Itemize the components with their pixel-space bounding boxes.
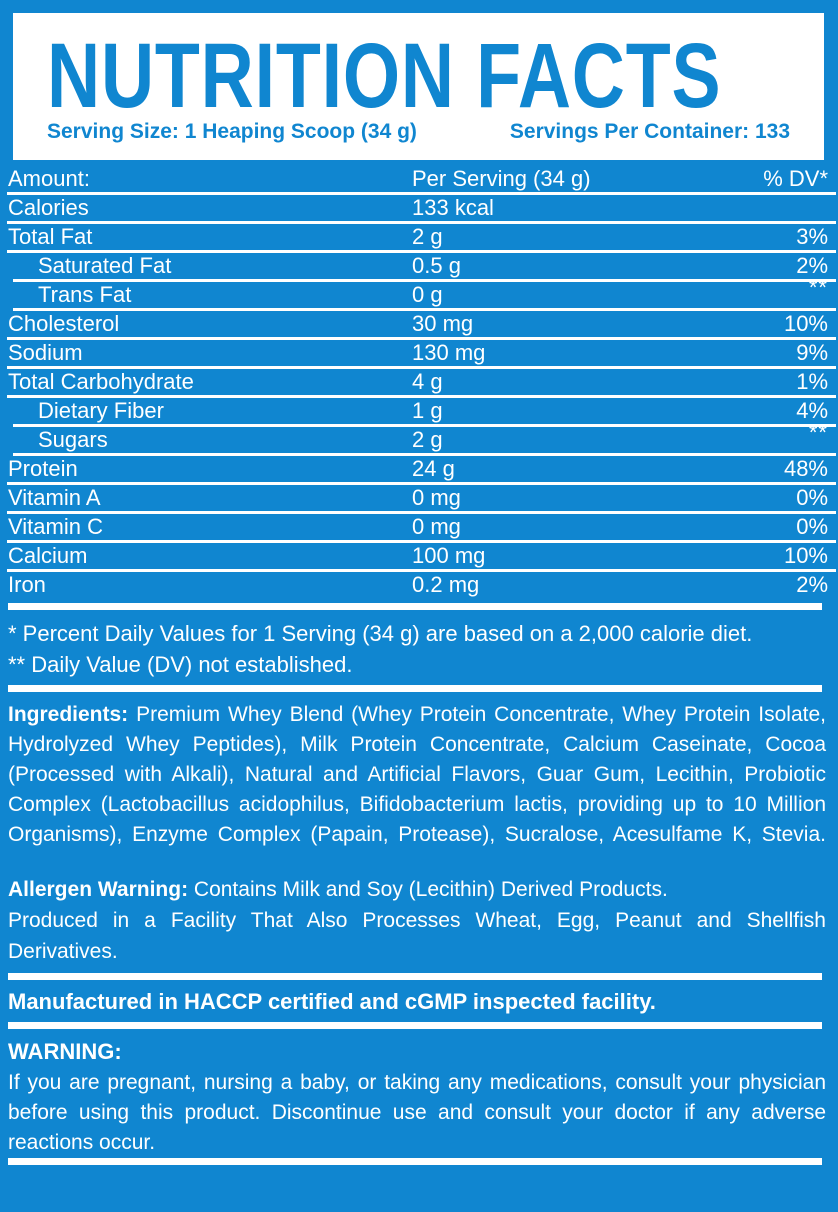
table-row: Sugars 2 g ** — [0, 420, 838, 453]
nutrient-label: Cholesterol — [8, 311, 120, 336]
serving-size-text: Serving Size: 1 Heaping Scoop (34 g) — [47, 120, 417, 144]
serving-info-row: Serving Size: 1 Heaping Scoop (34 g) Ser… — [47, 120, 790, 144]
nutrient-label: Vitamin A — [8, 485, 101, 510]
nutrient-label: Sodium — [8, 340, 83, 365]
nutrient-amount: 130 mg — [412, 340, 486, 365]
warning-label: WARNING: — [8, 1039, 122, 1064]
nutrient-label: Total Carbohydrate — [8, 369, 194, 394]
row-divider — [13, 453, 836, 456]
footnote-daily-values: * Percent Daily Values for 1 Serving (34… — [8, 621, 753, 646]
allergen-warning-text: Contains Milk and Soy (Lecithin) Derived… — [193, 878, 668, 901]
divider-after-footnotes — [8, 685, 822, 692]
table-row: Total Fat 2 g 3% — [0, 224, 838, 250]
row-divider — [7, 511, 836, 514]
nutrient-daily-value: % DV* — [763, 166, 828, 191]
divider-bottom — [8, 1158, 822, 1165]
nutrient-amount: 30 mg — [412, 311, 474, 336]
table-row: Cholesterol 30 mg 10% — [0, 311, 838, 337]
table-row: Vitamin A 0 mg 0% — [0, 485, 838, 511]
nutrient-daily-value: 3% — [796, 224, 828, 249]
nutrient-amount: 0 g — [412, 282, 443, 307]
nutrient-daily-value: 1% — [796, 369, 828, 394]
row-divider — [13, 308, 836, 311]
row-divider — [7, 337, 836, 340]
nutrient-daily-value: 10% — [783, 311, 828, 336]
ingredients-paragraph: Ingredients: Premium Whey Blend (Whey Pr… — [8, 700, 826, 850]
nutrient-label: Dietary Fiber — [38, 398, 164, 423]
nutrient-daily-value: 2% — [796, 572, 828, 597]
row-divider — [7, 395, 836, 398]
nutrient-daily-value: 4% — [796, 398, 828, 423]
nutrient-label: Iron — [8, 572, 46, 597]
nutrient-amount: 0.5 g — [412, 253, 461, 278]
nutrient-label: Protein — [8, 456, 78, 481]
table-row: Vitamin C 0 mg 0% — [0, 514, 838, 540]
manufactured-note: Manufactured in HACCP certified and cGMP… — [8, 989, 656, 1014]
nutrient-label: Calories — [8, 195, 89, 220]
row-divider — [7, 192, 836, 195]
table-row: Iron 0.2 mg 2% — [0, 572, 838, 598]
page-title: NUTRITION FACTS — [47, 25, 722, 127]
warning-text: If you are pregnant, nursing a baby, or … — [8, 1071, 826, 1154]
nutrient-label: Vitamin C — [8, 514, 103, 539]
table-row: Sodium 130 mg 9% — [0, 340, 838, 366]
nutrient-amount: Per Serving (34 g) — [412, 166, 591, 191]
divider-after-manufactured — [8, 1022, 822, 1029]
nutrient-daily-value: 10% — [783, 543, 828, 568]
allergen-warning-line: Allergen Warning: Contains Milk and Soy … — [8, 874, 826, 905]
ingredients-label: Ingredients: — [8, 703, 129, 726]
row-divider — [7, 569, 836, 572]
nutrient-amount: 24 g — [412, 456, 455, 481]
nutrient-label: Saturated Fat — [38, 253, 172, 278]
table-row: Trans Fat 0 g ** — [0, 275, 838, 308]
table-row: Amount: Per Serving (34 g) % DV* — [0, 166, 838, 192]
nutrient-amount: 2 g — [412, 427, 443, 452]
nutrient-daily-value: 48% — [783, 456, 828, 481]
divider-after-table — [8, 603, 822, 610]
row-divider — [13, 424, 836, 427]
nutrient-amount: 4 g — [412, 369, 443, 394]
nutrient-daily-value: ** — [808, 275, 828, 300]
nutrient-label: Sugars — [38, 427, 108, 452]
facility-disclosure-text: Produced in a Facility That Also Process… — [8, 909, 826, 963]
nutrient-daily-value: 9% — [796, 340, 828, 365]
nutrient-label: Calcium — [8, 543, 88, 568]
nutrient-daily-value: 0% — [796, 514, 828, 539]
allergen-warning-label: Allergen Warning: — [8, 878, 189, 901]
row-divider — [7, 540, 836, 543]
nutrient-amount: 2 g — [412, 224, 443, 249]
row-divider — [7, 221, 836, 224]
nutrition-table: Amount: Per Serving (34 g) % DV* Calories 13… — [0, 166, 838, 598]
footnotes: * Percent Daily Values for 1 Serving (34… — [8, 620, 826, 679]
nutrient-amount: 100 mg — [412, 543, 486, 568]
nutrient-daily-value: 0% — [796, 485, 828, 510]
table-row: Dietary Fiber 1 g 4% — [0, 398, 838, 424]
row-divider — [7, 366, 836, 369]
nutrient-daily-value: 2% — [796, 253, 828, 278]
header-panel: NUTRITION FACTS Serving Size: 1 Heaping … — [13, 13, 824, 160]
table-row: Protein 24 g 48% — [0, 456, 838, 482]
nutrient-amount: 0 mg — [412, 514, 461, 539]
table-row: Saturated Fat 0.5 g 2% — [0, 253, 838, 279]
row-divider — [13, 279, 836, 282]
table-row: Calcium 100 mg 10% — [0, 543, 838, 569]
nutrient-label: Trans Fat — [38, 282, 132, 307]
nutrient-amount: 0.2 mg — [412, 572, 480, 597]
footnote-not-established: ** Daily Value (DV) not established. — [8, 652, 353, 677]
nutrient-amount: 1 g — [412, 398, 443, 423]
row-divider — [7, 250, 836, 253]
servings-per-container-text: Servings Per Container: 133 — [509, 120, 790, 144]
nutrient-label: Total Fat — [8, 224, 93, 249]
nutrient-daily-value: ** — [808, 420, 828, 445]
nutrient-amount: 0 mg — [412, 485, 461, 510]
table-row: Total Carbohydrate 4 g 1% — [0, 369, 838, 395]
ingredients-text: Premium Whey Blend (Whey Protein Concent… — [8, 703, 826, 846]
nutrient-amount: 133 kcal — [412, 195, 494, 220]
nutrient-label: Amount: — [8, 166, 90, 191]
table-row: Calories 133 kcal — [0, 195, 838, 221]
divider-before-manufactured — [8, 973, 822, 980]
row-divider — [7, 482, 836, 485]
